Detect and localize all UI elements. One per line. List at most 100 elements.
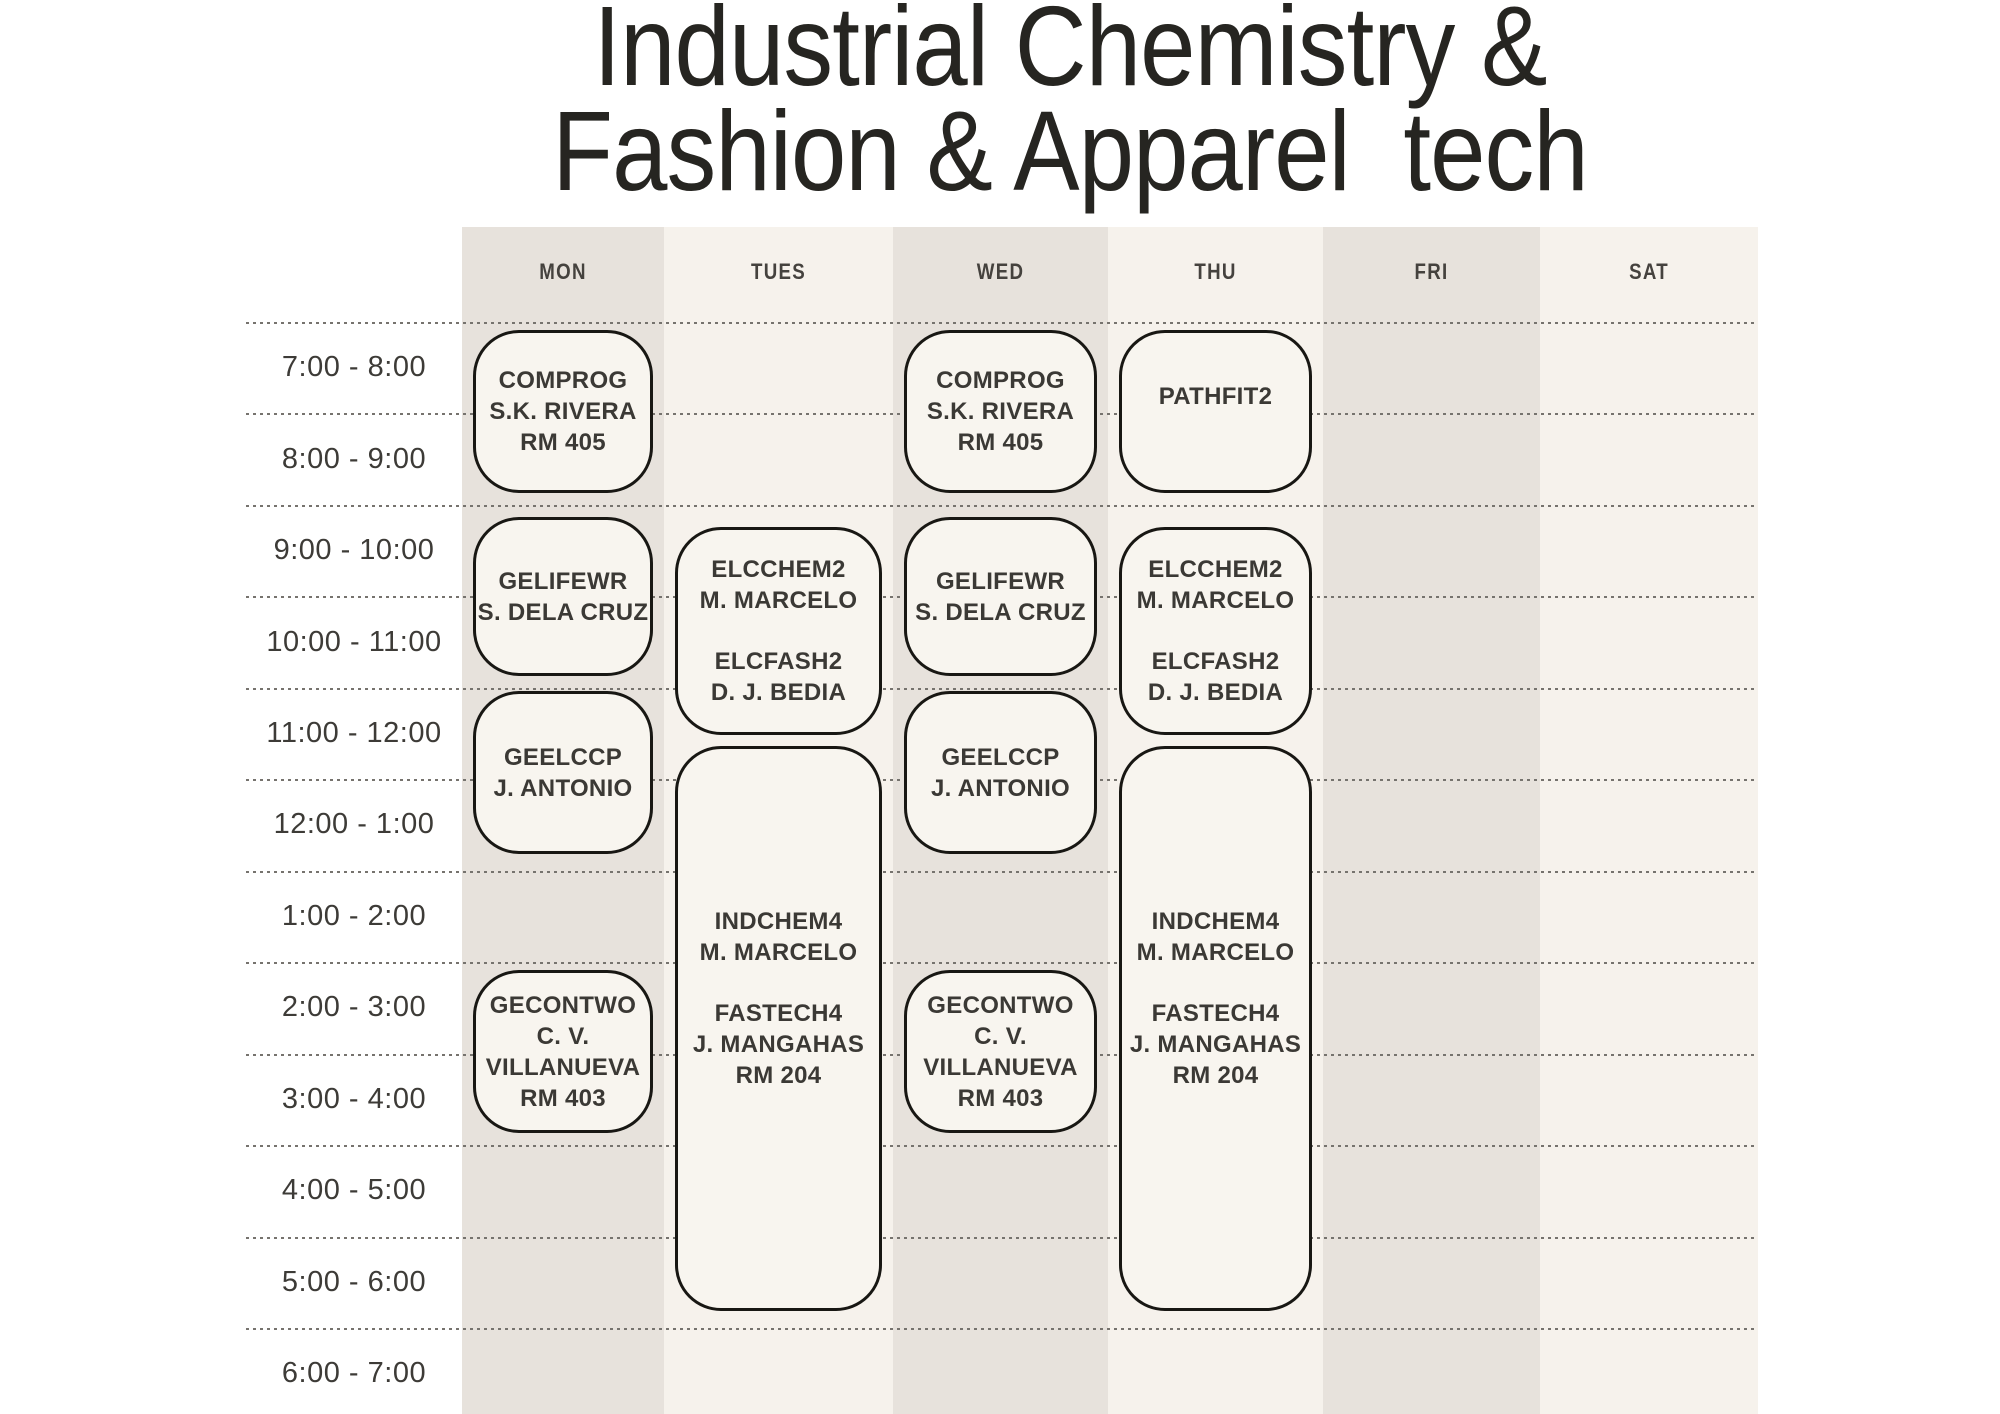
event-card-text: GELIFEWR S. DELA CRUZ <box>476 566 650 628</box>
event-line: GEELCCP <box>941 743 1060 771</box>
event-line: GELIFEWR <box>935 567 1066 595</box>
event-card-text: INDCHEM4 M. MARCELO FASTECH4 J. MANGAHAS RM … <box>678 906 879 1091</box>
event-card-gelifewr-wed: GELIFEWR S. DELA CRUZ <box>904 517 1097 676</box>
event-card-text: ELCCHEM2 M. MARCELO ELCFASH2 D. J. BEDIA <box>678 554 879 708</box>
event-line: J. ANTONIO <box>493 774 633 802</box>
event-card-comprog-wed: COMPROG S.K. RIVERA RM 405 <box>904 330 1097 493</box>
event-line: S. DELA CRUZ <box>915 598 1086 626</box>
event-card-text: GECONTWO C. V. VILLANUEVA RM 403 <box>476 990 650 1114</box>
grid-row-line <box>246 1145 1758 1148</box>
event-line: INDCHEM4 <box>1151 908 1280 936</box>
event-line: GELIFEWR <box>498 567 628 595</box>
event-card-text: COMPROG S.K. RIVERA RM 405 <box>476 365 650 458</box>
day-header-fri: FRI <box>1414 259 1449 284</box>
event-line: COMPROG <box>936 366 1065 394</box>
event-line: FASTECH4 <box>1151 1000 1280 1028</box>
event-line: GECONTWO <box>927 991 1074 1019</box>
event-line: C. V. VILLANUEVA <box>485 1022 641 1081</box>
day-column-fri: FRI <box>1323 227 1540 1414</box>
event-card-gelifewr-mon: GELIFEWR S. DELA CRUZ <box>473 517 653 676</box>
event-line: M. MARCELO <box>1136 586 1295 614</box>
page-title-line-1: Industrial Chemistry & <box>593 0 1547 109</box>
event-card-indchem4-thu: INDCHEM4 M. MARCELO FASTECH4 J. MANGAHAS RM … <box>1119 746 1312 1312</box>
event-card-text: PATHFIT2 <box>1122 381 1309 412</box>
event-line: ELCFASH2 <box>1151 647 1280 675</box>
grid-row-line <box>246 870 1758 873</box>
time-slot-label: 7:00 - 8:00 <box>281 351 427 384</box>
event-line: S. DELA CRUZ <box>477 598 649 626</box>
time-slot-label: 4:00 - 5:00 <box>281 1174 427 1207</box>
event-line: ELCCHEM2 <box>711 555 846 583</box>
event-line: S.K. RIVERA <box>489 397 637 425</box>
event-line: C. V. VILLANUEVA <box>923 1022 1078 1081</box>
event-line: S.K. RIVERA <box>926 397 1075 425</box>
event-card-text: GECONTWO C. V. VILLANUEVA RM 403 <box>907 990 1094 1114</box>
event-line-gap <box>678 616 879 646</box>
event-line: RM 405 <box>520 428 606 456</box>
event-card-gecontwo-wed: GECONTWO C. V. VILLANUEVA RM 403 <box>904 970 1097 1134</box>
event-line: ELCCHEM2 <box>1148 555 1283 583</box>
event-line: GEELCCP <box>503 743 623 771</box>
time-slot-label: 8:00 - 9:00 <box>281 442 427 475</box>
time-slot-label: 11:00 - 12:00 <box>266 717 442 750</box>
day-header-sat: SAT <box>1629 259 1669 284</box>
event-card-comprog-mon: COMPROG S.K. RIVERA RM 405 <box>473 330 653 493</box>
event-line: D. J. BEDIA <box>1147 678 1284 706</box>
event-line: COMPROG <box>498 366 628 394</box>
day-column-sat: SAT <box>1540 227 1758 1414</box>
time-slot-label: 10:00 - 11:00 <box>266 625 442 658</box>
event-line-gap <box>1122 616 1309 646</box>
event-line: J. MANGAHAS <box>692 1031 865 1059</box>
page-title-line-2: Fashion & Apparel tech <box>552 88 1588 215</box>
grid-row-line <box>246 687 1758 690</box>
event-card-text: INDCHEM4 M. MARCELO FASTECH4 J. MANGAHAS RM … <box>1122 906 1309 1091</box>
day-header-wed: WED <box>976 259 1025 284</box>
time-slot-label: 6:00 - 7:00 <box>281 1357 427 1390</box>
event-card-gecontwo-mon: GECONTWO C. V. VILLANUEVA RM 403 <box>473 970 653 1134</box>
grid-row-line <box>246 962 1758 965</box>
grid-row-line <box>246 1327 1758 1330</box>
event-card-pathfit2-thu: PATHFIT2 <box>1119 330 1312 493</box>
page-title: Industrial Chemistry & Fashion & Apparel… <box>140 0 2000 215</box>
time-slot-label: 3:00 - 4:00 <box>281 1082 427 1115</box>
event-card-elcchem2-tues: ELCCHEM2 M. MARCELO ELCFASH2 D. J. BEDIA <box>675 526 882 736</box>
event-card-geelccp-mon: GEELCCP J. ANTONIO <box>473 691 653 855</box>
event-card-text: ELCCHEM2 M. MARCELO ELCFASH2 D. J. BEDIA <box>1122 554 1309 708</box>
event-line: RM 204 <box>1172 1062 1259 1090</box>
grid-row-line <box>246 504 1758 507</box>
event-line: RM 204 <box>735 1062 822 1090</box>
event-line: M. MARCELO <box>699 586 858 614</box>
event-card-elcchem2-thu: ELCCHEM2 M. MARCELO ELCFASH2 D. J. BEDIA <box>1119 526 1312 736</box>
event-line: J. MANGAHAS <box>1129 1031 1302 1059</box>
event-line: INDCHEM4 <box>714 908 843 936</box>
time-slot-label: 2:00 - 3:00 <box>281 991 427 1024</box>
event-line: J. ANTONIO <box>930 774 1071 802</box>
grid-row-line <box>246 1236 1758 1239</box>
event-line: FASTECH4 <box>714 1000 843 1028</box>
event-line: ELCFASH2 <box>714 647 843 675</box>
event-card-geelccp-wed: GEELCCP J. ANTONIO <box>904 691 1097 855</box>
event-card-text: COMPROG S.K. RIVERA RM 405 <box>907 365 1094 458</box>
time-slot-label: 5:00 - 6:00 <box>281 1265 427 1298</box>
event-line: M. MARCELO <box>1136 939 1295 967</box>
time-slot-label: 9:00 - 10:00 <box>273 534 435 567</box>
event-line: M. MARCELO <box>699 939 858 967</box>
day-header-thu: THU <box>1194 259 1237 284</box>
time-slot-label: 1:00 - 2:00 <box>281 899 427 932</box>
event-line: D. J. BEDIA <box>710 678 847 706</box>
grid-row-line <box>246 322 1758 324</box>
event-line-gap <box>678 968 879 998</box>
event-card-indchem4-tues: INDCHEM4 M. MARCELO FASTECH4 J. MANGAHAS RM … <box>675 746 882 1312</box>
event-line: RM 405 <box>957 428 1044 456</box>
event-line: RM 403 <box>957 1084 1044 1112</box>
event-card-text: GEELCCP J. ANTONIO <box>476 742 650 804</box>
event-line: PATHFIT2 <box>1158 382 1273 410</box>
event-line: GECONTWO <box>489 991 637 1019</box>
event-line: RM 403 <box>520 1084 606 1112</box>
time-slot-label: 12:00 - 1:00 <box>273 808 435 841</box>
event-card-text: GELIFEWR S. DELA CRUZ <box>907 566 1094 628</box>
day-header-mon: MON <box>539 259 587 284</box>
day-header-tues: TUES <box>751 259 806 284</box>
event-line-gap <box>1122 968 1309 998</box>
